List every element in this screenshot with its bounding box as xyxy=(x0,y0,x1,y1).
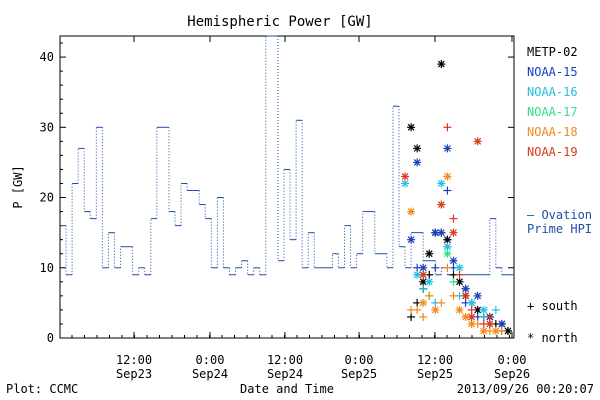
north-marker xyxy=(467,298,476,307)
south-marker xyxy=(449,277,458,286)
north-marker xyxy=(413,270,422,279)
south-marker xyxy=(449,291,458,300)
north-marker xyxy=(473,137,482,146)
north-marker xyxy=(503,326,512,335)
y-tick-label: 0 xyxy=(47,331,54,345)
south-marker xyxy=(443,123,452,132)
legend-entry: NOAA-17 xyxy=(527,105,578,119)
north-marker xyxy=(413,144,422,153)
north-marker xyxy=(425,277,434,286)
x-tick-label-time: 0:00 xyxy=(498,353,527,367)
north-marker xyxy=(443,249,452,258)
x-axis: 12:00Sep230:00Sep2412:00Sep240:00Sep2512… xyxy=(71,36,530,381)
south-marker xyxy=(443,263,452,272)
north-marker xyxy=(443,144,452,153)
south-marker xyxy=(413,305,422,314)
north-marker xyxy=(407,235,416,244)
north-marker xyxy=(419,298,428,307)
south-marker xyxy=(425,291,434,300)
x-tick-label-date: Sep26 xyxy=(494,367,530,381)
north-marker xyxy=(449,228,458,237)
x-axis-label: Date and Time xyxy=(240,382,334,396)
y-tick-label: 30 xyxy=(40,120,54,134)
y-tick-label: 20 xyxy=(40,191,54,205)
north-marker xyxy=(407,123,416,132)
y-axis-label: P [GW] xyxy=(11,165,25,208)
legend-entry: NOAA-19 xyxy=(527,145,578,159)
north-marker xyxy=(401,179,410,188)
north-marker xyxy=(401,172,410,181)
north-marker xyxy=(443,235,452,244)
north-marker xyxy=(467,312,476,321)
x-tick-label-time: 12:00 xyxy=(267,353,303,367)
x-tick-label-time: 0:00 xyxy=(345,353,374,367)
south-marker xyxy=(437,298,446,307)
north-marker xyxy=(443,172,452,181)
legend-north: * north xyxy=(527,331,578,345)
north-marker xyxy=(437,228,446,237)
x-tick-label-time: 12:00 xyxy=(116,353,152,367)
y-tick-label: 10 xyxy=(40,261,54,275)
north-marker xyxy=(419,263,428,272)
north-marker xyxy=(473,291,482,300)
south-marker xyxy=(443,186,452,195)
north-marker xyxy=(431,305,440,314)
satellite-markers xyxy=(401,60,512,335)
north-marker xyxy=(461,291,470,300)
north-marker xyxy=(479,305,488,314)
legend-south: + south xyxy=(527,299,578,313)
north-marker xyxy=(419,270,428,279)
plot-credit: Plot: CCMC xyxy=(6,382,78,396)
north-marker xyxy=(479,326,488,335)
north-marker xyxy=(407,207,416,216)
south-marker xyxy=(467,305,476,314)
south-marker xyxy=(431,263,440,272)
legend: METP-02 NOAA-15 NOAA-16 NOAA-17 NOAA-18 NOAA-… xyxy=(527,45,592,345)
north-marker xyxy=(455,305,464,314)
south-marker xyxy=(485,312,494,321)
south-marker xyxy=(449,214,458,223)
x-tick-label-date: Sep23 xyxy=(116,367,152,381)
north-marker xyxy=(443,242,452,251)
y-tick-label: 40 xyxy=(40,50,54,64)
north-marker xyxy=(425,249,434,258)
south-marker xyxy=(407,312,416,321)
legend-ovation-line1: — Ovation xyxy=(527,208,592,222)
y-axis: 0 10 20 30 40 xyxy=(40,42,514,345)
legend-entry: NOAA-16 xyxy=(527,85,578,99)
x-tick-label-date: Sep24 xyxy=(267,367,303,381)
plot-frame xyxy=(59,35,515,339)
north-marker xyxy=(497,319,506,328)
legend-entry: NOAA-15 xyxy=(527,65,578,79)
north-marker xyxy=(461,284,470,293)
x-tick-label-time: 0:00 xyxy=(196,353,225,367)
north-marker xyxy=(437,60,446,69)
north-marker xyxy=(491,326,500,335)
legend-entry: METP-02 xyxy=(527,45,578,59)
north-marker xyxy=(485,319,494,328)
x-tick-label-date: Sep24 xyxy=(192,367,228,381)
x-tick-label-date: Sep25 xyxy=(341,367,377,381)
south-marker xyxy=(455,270,464,279)
legend-entry: NOAA-18 xyxy=(527,125,578,139)
south-marker xyxy=(419,284,428,293)
x-tick-label-time: 12:00 xyxy=(417,353,453,367)
legend-ovation-line2: Prime HPI xyxy=(527,222,592,236)
north-marker xyxy=(437,179,446,188)
north-marker xyxy=(455,277,464,286)
timestamp: 2013/09/26 00:20:07 xyxy=(457,382,594,396)
north-marker xyxy=(467,319,476,328)
south-marker xyxy=(491,305,500,314)
north-marker xyxy=(449,256,458,265)
south-marker xyxy=(419,312,428,321)
x-tick-label-date: Sep25 xyxy=(417,367,453,381)
north-marker xyxy=(413,158,422,167)
north-marker xyxy=(455,263,464,272)
north-marker xyxy=(437,200,446,209)
chart-title: Hemispheric Power [GW] xyxy=(187,14,372,30)
